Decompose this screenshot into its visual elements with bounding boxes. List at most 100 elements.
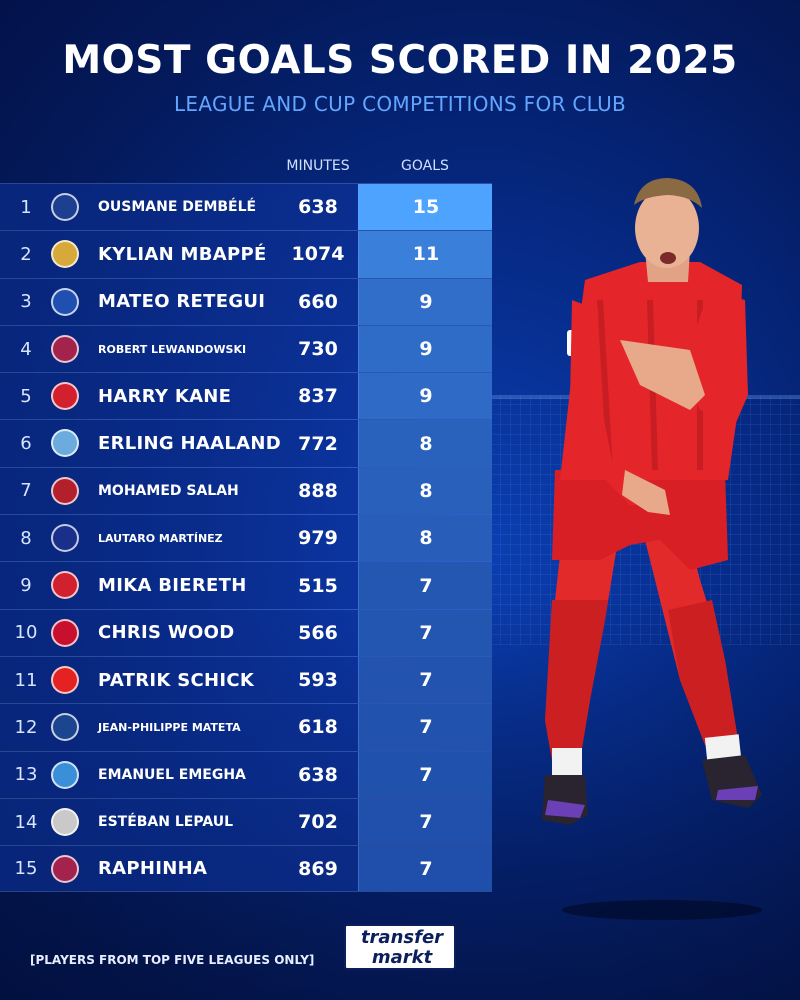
goals-value: 7 — [419, 716, 433, 739]
minutes-value: 638 — [298, 763, 338, 786]
rank-label: 13 — [14, 764, 38, 786]
rank-label: 6 — [20, 433, 32, 455]
player-right-sock-top — [704, 734, 742, 762]
goals-cell: 11 — [358, 231, 492, 278]
minutes-value: 515 — [298, 574, 338, 597]
goals-value: 7 — [419, 857, 433, 880]
table-row: 11 PATRIK SCHICK 593 7 — [0, 655, 492, 704]
rank-label: 14 — [14, 811, 38, 833]
table-row: 6 ERLING HAALAND 772 8 — [0, 419, 492, 467]
rank-label: 12 — [14, 716, 38, 738]
player-left-sock — [545, 600, 608, 760]
rank-label: 7 — [20, 480, 32, 502]
goals-value: 7 — [419, 621, 433, 644]
goals-cell: 7 — [358, 609, 492, 656]
goals-cell: 9 — [358, 373, 492, 420]
club-crest-icon — [51, 807, 79, 836]
club-crest-icon — [51, 287, 79, 316]
player-name: HARRY KANE — [98, 385, 232, 407]
goals-cell: 8 — [358, 420, 492, 467]
column-header-minutes: MINUTES — [286, 158, 350, 174]
minutes-value: 566 — [298, 621, 338, 644]
goals-value: 9 — [419, 290, 433, 313]
table-row: 12 JEAN-PHILIPPE MATETA 618 7 — [0, 703, 492, 751]
rank-label: 9 — [20, 575, 32, 597]
rank-label: 4 — [20, 338, 32, 360]
player-name: RAPHINHA — [98, 858, 208, 880]
club-crest-icon — [51, 855, 79, 884]
goals-value: 7 — [419, 811, 433, 833]
goals-cell: 9 — [358, 325, 492, 373]
player-name: EMANUEL EMEGHA — [98, 766, 246, 783]
goals-value: 8 — [419, 432, 433, 455]
club-crest-icon — [51, 334, 79, 363]
rank-label: 1 — [20, 196, 32, 218]
player-name: PATRIK SCHICK — [98, 669, 255, 691]
table-row: 1 OUSMANE DEMBÉLÉ 638 15 — [0, 183, 492, 231]
minutes-value: 869 — [298, 857, 338, 880]
goals-value: 7 — [419, 669, 433, 692]
player-right-sock — [668, 600, 738, 745]
table-row: 8 LAUTARO MARTÍNEZ 979 8 — [0, 514, 492, 562]
goals-value: 9 — [419, 385, 433, 408]
player-right-hand — [620, 340, 705, 410]
column-header-goals: GOALS — [401, 158, 449, 174]
table-row: 14 ESTÉBAN LEPAUL 702 7 — [0, 797, 492, 846]
rank-label: 10 — [14, 622, 38, 644]
table-row: 13 EMANUEL EMEGHA 638 7 — [0, 750, 492, 798]
minutes-value: 837 — [298, 385, 338, 408]
goals-cell: 15 — [358, 184, 492, 231]
player-name: MATEO RETEGUI — [98, 291, 266, 313]
minutes-value: 660 — [298, 290, 338, 313]
club-crest-icon — [51, 665, 79, 694]
table-row: 4 ROBERT LEWANDOWSKI 730 9 — [0, 324, 492, 373]
goals-cell: 7 — [358, 656, 492, 704]
minutes-value: 1074 — [291, 243, 345, 266]
goals-cell: 7 — [358, 798, 492, 846]
table-row: 9 MIKA BIERETH 515 7 — [0, 561, 492, 609]
goals-cell: 7 — [358, 846, 492, 892]
player-name: MOHAMED SALAH — [98, 482, 239, 499]
minutes-value: 730 — [298, 338, 338, 361]
table-row: 15 RAPHINHA 869 7 — [0, 845, 492, 893]
rank-label: 3 — [20, 291, 32, 313]
player-head — [635, 188, 699, 268]
rank-label: 11 — [14, 669, 38, 691]
goals-cell: 8 — [358, 467, 492, 515]
player-name: ERLING HAALAND — [98, 433, 281, 455]
club-crest-icon — [51, 476, 79, 505]
club-crest-icon — [51, 382, 79, 411]
goals-value: 8 — [419, 527, 433, 550]
table-row: 10 CHRIS WOOD 566 7 — [0, 608, 492, 656]
club-crest-icon — [51, 240, 79, 269]
minutes-value: 702 — [298, 811, 338, 833]
rank-label: 8 — [20, 527, 32, 549]
player-name: ROBERT LEWANDOWSKI — [98, 342, 247, 356]
minutes-value: 888 — [298, 479, 338, 502]
club-crest-icon — [51, 713, 79, 742]
player-name: ESTÉBAN LEPAUL — [98, 814, 234, 830]
club-crest-icon — [51, 571, 79, 600]
club-crest-icon — [51, 193, 79, 221]
club-crest-icon — [51, 760, 79, 789]
player-name: CHRIS WOOD — [98, 622, 235, 644]
player-left-boot-sole — [545, 800, 585, 818]
player-name: MIKA BIERETH — [98, 575, 247, 597]
player-right-boot-sole — [716, 786, 758, 800]
footnote: [PLAYERS FROM TOP FIVE LEAGUES ONLY] — [30, 953, 315, 967]
minutes-value: 979 — [298, 527, 338, 550]
player-name: KYLIAN MBAPPÉ — [98, 243, 267, 265]
goals-cell: 7 — [358, 704, 492, 751]
player-name: JEAN-PHILIPPE MATETA — [98, 720, 241, 734]
player-left-boot — [542, 775, 588, 825]
minutes-value: 638 — [298, 196, 338, 219]
player-left-arm — [570, 300, 648, 505]
goals-cell: 7 — [358, 562, 492, 609]
player-name: OUSMANE DEMBÉLÉ — [98, 199, 257, 216]
club-crest-icon — [51, 618, 79, 647]
goals-value: 11 — [412, 243, 440, 266]
table-row: 3 MATEO RETEGUI 660 9 — [0, 277, 492, 325]
goals-value: 15 — [412, 196, 440, 219]
transfermarkt-logo: transfer markt — [344, 924, 456, 970]
